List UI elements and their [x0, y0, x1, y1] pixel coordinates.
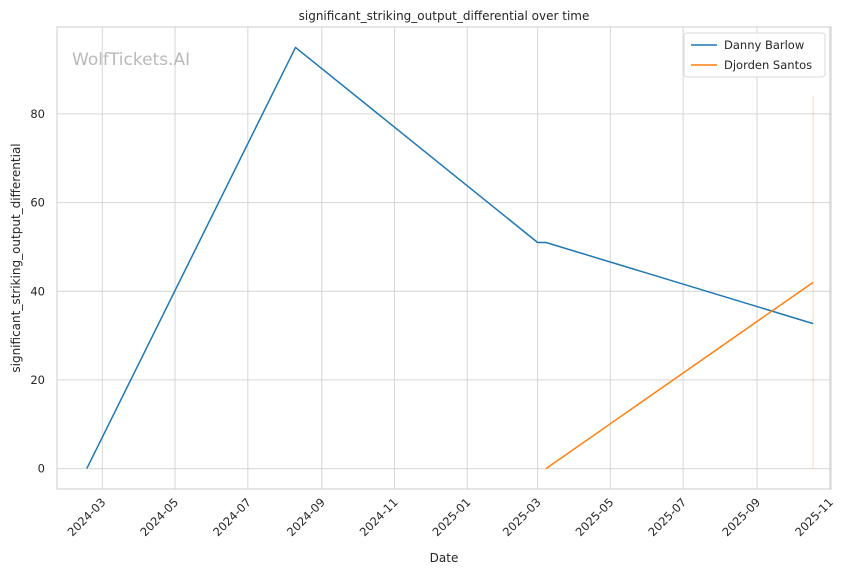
- y-tick-label: 40: [30, 284, 45, 298]
- y-axis-label: significant_striking_output_differential: [9, 143, 23, 372]
- plot-area: [56, 26, 832, 490]
- legend-label: Djorden Santos: [724, 58, 812, 72]
- watermark: WolfTickets.AI: [72, 50, 190, 70]
- legend: Danny Barlow Djorden Santos: [683, 32, 826, 78]
- series-line-djorden-santos: [545, 281, 814, 470]
- series-lines: [86, 46, 814, 470]
- chart-title: significant_striking_output_differential…: [299, 9, 590, 23]
- x-axis-label: Date: [430, 551, 459, 565]
- y-axis-ticks: 0 20 40 60 80: [30, 107, 45, 476]
- legend-label: Danny Barlow: [724, 38, 804, 52]
- legend-box: [683, 32, 826, 78]
- y-tick-label: 0: [38, 462, 45, 476]
- grid-lines: [57, 27, 831, 489]
- y-tick-label: 80: [30, 107, 45, 121]
- y-tick-label: 60: [30, 196, 45, 210]
- y-tick-label: 20: [30, 373, 45, 387]
- series-line-danny-barlow: [86, 46, 814, 469]
